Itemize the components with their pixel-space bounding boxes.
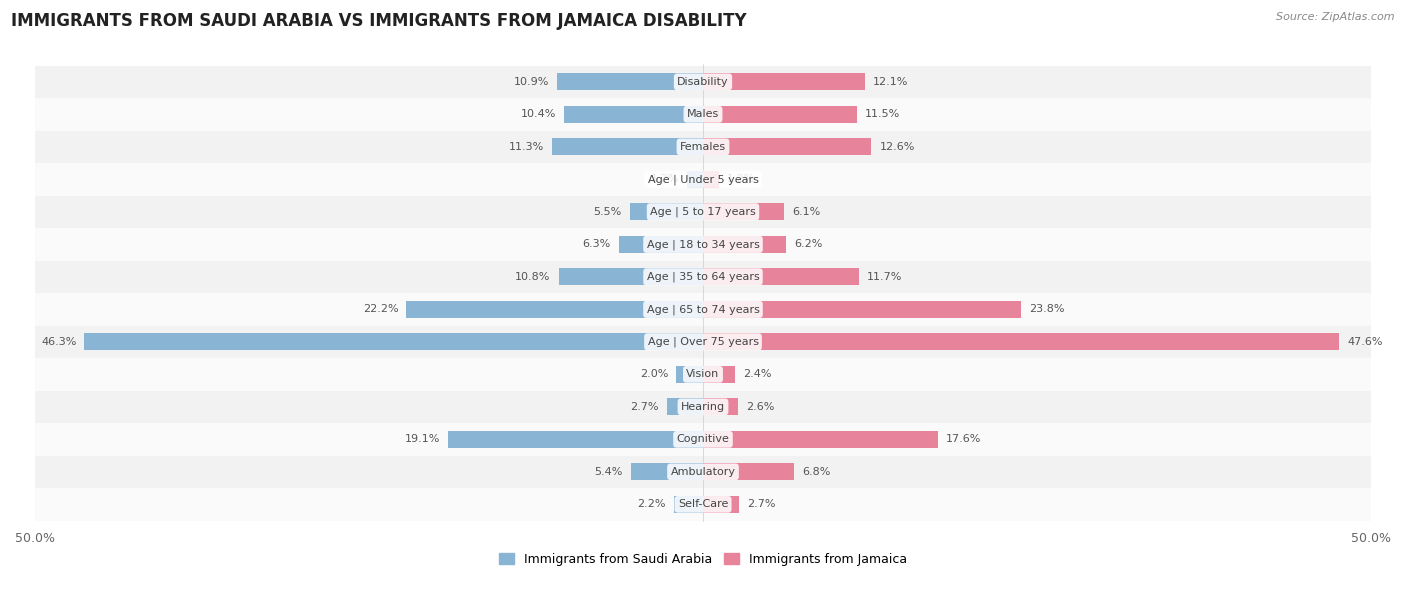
Text: Disability: Disability <box>678 77 728 87</box>
Text: 46.3%: 46.3% <box>41 337 76 347</box>
Text: Males: Males <box>688 110 718 119</box>
Text: 6.2%: 6.2% <box>794 239 823 249</box>
Text: 2.2%: 2.2% <box>637 499 665 509</box>
Bar <box>84 334 703 350</box>
Text: Hearing: Hearing <box>681 402 725 412</box>
Bar <box>35 293 1371 326</box>
Text: 2.7%: 2.7% <box>747 499 776 509</box>
Text: 5.4%: 5.4% <box>595 467 623 477</box>
Bar <box>703 463 794 480</box>
Text: Cognitive: Cognitive <box>676 435 730 444</box>
Bar <box>703 301 1021 318</box>
Text: Vision: Vision <box>686 370 720 379</box>
Bar <box>406 301 703 318</box>
Text: Self-Care: Self-Care <box>678 499 728 509</box>
Text: 10.4%: 10.4% <box>520 110 555 119</box>
Bar <box>631 463 703 480</box>
Bar <box>558 269 703 285</box>
Text: Age | 5 to 17 years: Age | 5 to 17 years <box>650 207 756 217</box>
Bar <box>703 334 1339 350</box>
Text: 17.6%: 17.6% <box>946 435 981 444</box>
Text: 1.2%: 1.2% <box>727 174 755 184</box>
Text: 47.6%: 47.6% <box>1347 337 1382 347</box>
Bar <box>35 390 1371 423</box>
Bar <box>703 496 740 513</box>
Text: 11.7%: 11.7% <box>868 272 903 282</box>
Bar <box>630 203 703 220</box>
Text: 11.3%: 11.3% <box>509 142 544 152</box>
Text: 2.6%: 2.6% <box>745 402 775 412</box>
Bar <box>666 398 703 416</box>
Bar <box>703 431 938 448</box>
Text: 10.9%: 10.9% <box>515 77 550 87</box>
Bar <box>35 98 1371 130</box>
Bar <box>676 366 703 382</box>
Bar <box>35 65 1371 98</box>
Text: 12.6%: 12.6% <box>879 142 915 152</box>
Bar <box>35 488 1371 521</box>
Text: 22.2%: 22.2% <box>363 304 398 315</box>
Text: 6.3%: 6.3% <box>582 239 610 249</box>
Bar <box>688 171 703 188</box>
Bar <box>703 269 859 285</box>
Bar <box>35 423 1371 455</box>
Bar <box>35 130 1371 163</box>
Bar <box>703 236 786 253</box>
Text: Source: ZipAtlas.com: Source: ZipAtlas.com <box>1277 12 1395 22</box>
Bar <box>673 496 703 513</box>
Bar <box>553 138 703 155</box>
Bar <box>557 73 703 91</box>
Text: Age | Over 75 years: Age | Over 75 years <box>648 337 758 347</box>
Text: IMMIGRANTS FROM SAUDI ARABIA VS IMMIGRANTS FROM JAMAICA DISABILITY: IMMIGRANTS FROM SAUDI ARABIA VS IMMIGRAN… <box>11 12 747 30</box>
Text: 1.2%: 1.2% <box>651 174 679 184</box>
Text: Ambulatory: Ambulatory <box>671 467 735 477</box>
Bar <box>619 236 703 253</box>
Legend: Immigrants from Saudi Arabia, Immigrants from Jamaica: Immigrants from Saudi Arabia, Immigrants… <box>494 548 912 571</box>
Bar <box>35 455 1371 488</box>
Bar <box>703 366 735 382</box>
Bar <box>703 203 785 220</box>
Bar <box>703 398 738 416</box>
Text: 6.1%: 6.1% <box>793 207 821 217</box>
Bar <box>449 431 703 448</box>
Bar <box>35 228 1371 261</box>
Bar <box>703 138 872 155</box>
Text: Age | 65 to 74 years: Age | 65 to 74 years <box>647 304 759 315</box>
Text: Age | 18 to 34 years: Age | 18 to 34 years <box>647 239 759 250</box>
Text: 2.7%: 2.7% <box>630 402 659 412</box>
Text: Females: Females <box>681 142 725 152</box>
Bar <box>703 73 865 91</box>
Bar <box>35 196 1371 228</box>
Text: 11.5%: 11.5% <box>865 110 900 119</box>
Bar <box>703 106 856 123</box>
Text: 6.8%: 6.8% <box>801 467 830 477</box>
Bar <box>703 171 718 188</box>
Bar <box>564 106 703 123</box>
Bar <box>35 358 1371 390</box>
Bar <box>35 326 1371 358</box>
Bar <box>35 261 1371 293</box>
Text: 2.0%: 2.0% <box>640 370 668 379</box>
Bar <box>35 163 1371 196</box>
Text: Age | Under 5 years: Age | Under 5 years <box>648 174 758 185</box>
Text: 23.8%: 23.8% <box>1029 304 1064 315</box>
Text: 19.1%: 19.1% <box>405 435 440 444</box>
Text: 10.8%: 10.8% <box>516 272 551 282</box>
Text: 12.1%: 12.1% <box>873 77 908 87</box>
Text: 5.5%: 5.5% <box>593 207 621 217</box>
Text: Age | 35 to 64 years: Age | 35 to 64 years <box>647 272 759 282</box>
Text: 2.4%: 2.4% <box>744 370 772 379</box>
